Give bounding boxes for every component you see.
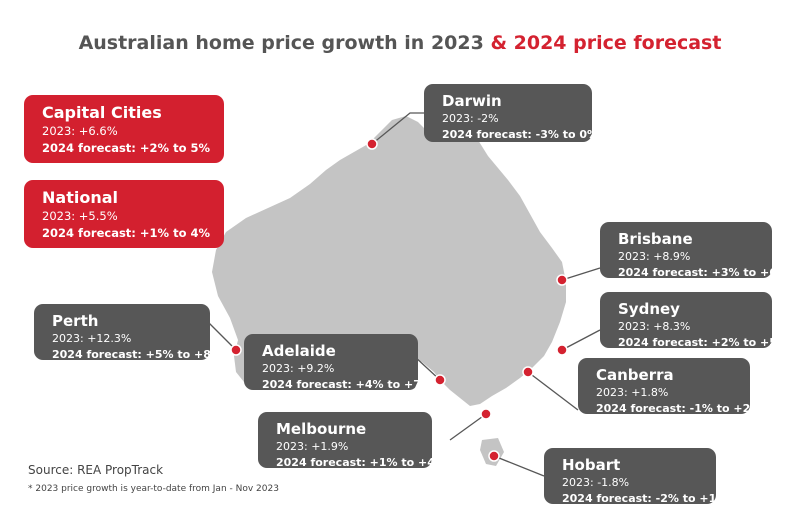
city-2024-forecast: 2024 forecast: -2% to +1% <box>562 492 728 505</box>
sydney-marker <box>556 344 568 356</box>
city-2024-forecast: 2024 forecast: -1% to +2% <box>596 402 762 415</box>
adelaide-marker <box>434 374 446 386</box>
city-2024-forecast: 2024 forecast: +1% to +4% <box>276 456 446 469</box>
national-title: National <box>42 188 118 207</box>
city-2023-growth: 2023: +9.2% <box>262 362 335 375</box>
hobart-leader <box>493 455 545 477</box>
city-2024-forecast: 2024 forecast: +2% to +5% <box>618 336 788 349</box>
city-markers <box>230 138 568 462</box>
city-2023-growth: 2023: -1.8% <box>562 476 630 489</box>
city-2023-growth: 2023: +8.9% <box>618 250 691 263</box>
capital-cities-2023: 2023: +6.6% <box>42 124 118 138</box>
city-card-darwin: Darwin 2023: -2% 2024 forecast: -3% to 0… <box>424 84 599 142</box>
darwin-leader <box>371 112 426 145</box>
city-2024-forecast: 2024 forecast: +3% to +6% <box>618 266 788 279</box>
city-card-canberra: Canberra 2023: +1.8% 2024 forecast: -1% … <box>578 358 762 415</box>
brisbane-leader <box>561 267 601 281</box>
city-2023-growth: 2023: +8.3% <box>618 320 691 333</box>
title-accent: & 2024 price forecast <box>490 32 722 54</box>
title-main: Australian home price growth in 2023 <box>78 32 484 54</box>
city-name: Canberra <box>596 366 674 384</box>
footnote: * 2023 price growth is year-to-date from… <box>28 484 279 494</box>
city-name: Hobart <box>562 456 621 474</box>
city-2024-forecast: 2024 forecast: +5% to +8% <box>52 348 222 361</box>
national-2023: 2023: +5.5% <box>42 209 118 223</box>
city-name: Adelaide <box>262 342 336 360</box>
hobart-marker <box>488 450 500 462</box>
city-card-melbourne: Melbourne 2023: +1.9% 2024 forecast: +1%… <box>258 412 446 469</box>
national-forecast: 2024 forecast: +1% to 4% <box>42 226 210 240</box>
capital-cities-title: Capital Cities <box>42 103 162 122</box>
city-card-hobart: Hobart 2023: -1.8% 2024 forecast: -2% to… <box>544 448 728 505</box>
city-name: Perth <box>52 312 99 330</box>
source-credit: Source: REA PropTrack <box>28 463 164 477</box>
city-name: Darwin <box>442 92 502 110</box>
city-2023-growth: 2023: +12.3% <box>52 332 132 345</box>
city-name: Brisbane <box>618 230 693 248</box>
city-card-sydney: Sydney 2023: +8.3% 2024 forecast: +2% to… <box>600 292 788 349</box>
city-name: Sydney <box>618 300 680 318</box>
sydney-leader <box>561 329 601 351</box>
leader-lines <box>207 112 601 477</box>
brisbane-marker <box>556 274 568 286</box>
mainland-australia <box>212 110 566 406</box>
perth-leader <box>207 321 237 351</box>
national-card: National 2023: +5.5% 2024 forecast: +1% … <box>24 180 224 248</box>
chart-title: Australian home price growth in 2023 & 2… <box>0 32 800 54</box>
city-2023-growth: 2023: +1.9% <box>276 440 349 453</box>
city-card-brisbane: Brisbane 2023: +8.9% 2024 forecast: +3% … <box>600 222 788 279</box>
melbourne-marker <box>480 408 492 420</box>
city-card-perth: Perth 2023: +12.3% 2024 forecast: +5% to… <box>34 304 222 361</box>
city-card-adelaide: Adelaide 2023: +9.2% 2024 forecast: +4% … <box>244 334 432 391</box>
city-name: Melbourne <box>276 420 367 438</box>
capital-cities-forecast: 2024 forecast: +2% to 5% <box>42 141 210 155</box>
canberra-marker <box>522 366 534 378</box>
capital-cities-card: Capital Cities 2023: +6.6% 2024 forecast… <box>24 95 224 163</box>
city-2024-forecast: 2024 forecast: +4% to +7% <box>262 378 432 391</box>
perth-marker <box>230 344 242 356</box>
adelaide-leader <box>413 355 441 381</box>
canberra-leader <box>527 371 579 411</box>
city-2024-forecast: 2024 forecast: -3% to 0% <box>442 128 599 141</box>
darwin-marker <box>366 138 378 150</box>
city-2023-growth: 2023: -2% <box>442 112 499 125</box>
melbourne-leader <box>449 413 487 441</box>
city-2023-growth: 2023: +1.8% <box>596 386 669 399</box>
